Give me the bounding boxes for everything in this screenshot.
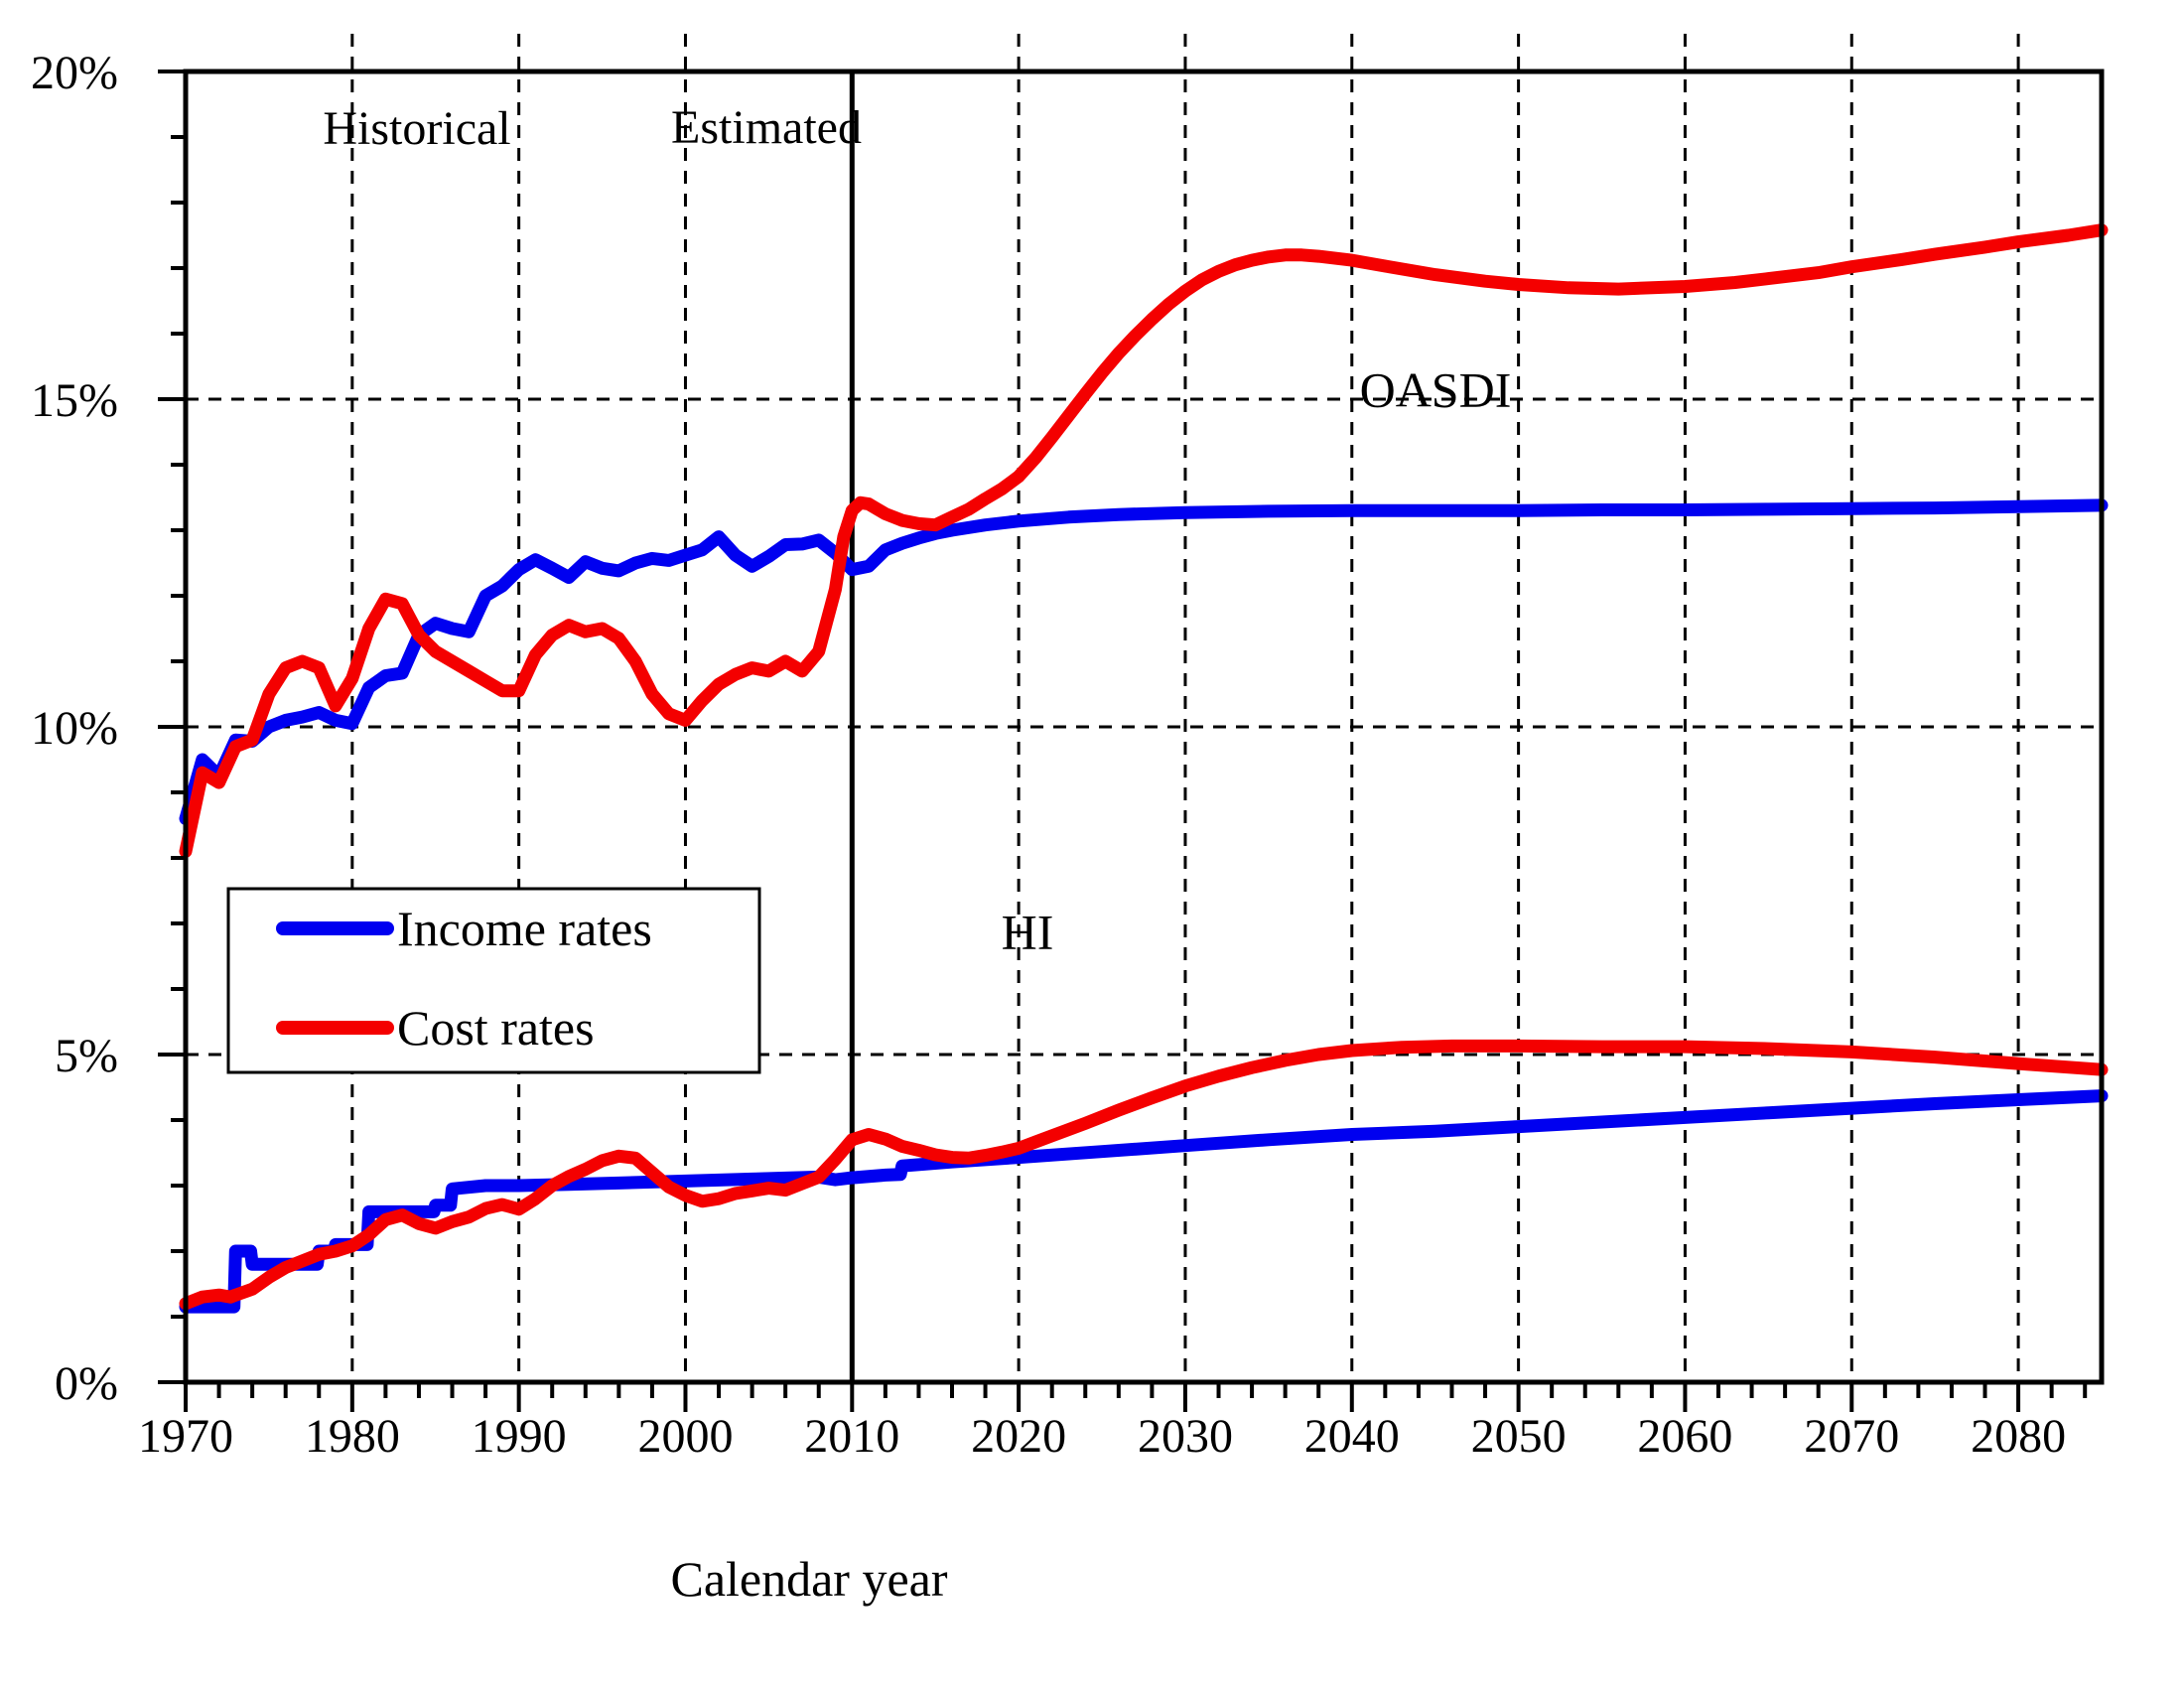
x-axis-label-2060: 2060 [1637, 1410, 1732, 1463]
series-line-oasdi-cost-rate [179, 223, 2109, 858]
x-axis-label-2020: 2020 [971, 1410, 1066, 1463]
x-axis-label-1980: 1980 [305, 1410, 400, 1463]
annotation-historical: Historical [323, 102, 510, 155]
y-axis-label-5pct: 5% [55, 1030, 118, 1082]
annotation-hi: HI [1002, 905, 1054, 960]
series-line-hi-cost-rate [179, 1039, 2109, 1311]
y-axis-label-10pct: 10% [31, 702, 118, 755]
x-axis-label-1970: 1970 [138, 1410, 233, 1463]
x-axis-label-2000: 2000 [637, 1410, 733, 1463]
y-axis-label-15pct: 15% [31, 374, 118, 427]
x-axis-label-2070: 2070 [1804, 1410, 1899, 1463]
x-axis-label-2010: 2010 [804, 1410, 899, 1463]
legend-label-cost-rates: Cost rates [397, 1000, 595, 1056]
legend-label-income-rates: Income rates [397, 901, 652, 956]
annotation-oasdi: OASDI [1360, 362, 1512, 418]
x-axis-label-1990: 1990 [472, 1410, 567, 1463]
annotation-estimated: Estimated [671, 101, 862, 154]
series-line-hi-income-rate [179, 1089, 2109, 1314]
y-axis-label-0pct: 0% [55, 1357, 118, 1410]
x-axis-label-2080: 2080 [1971, 1410, 2066, 1463]
series-line-oasdi-income-rate [179, 498, 2109, 825]
x-axis-title: Calendar year [670, 1551, 947, 1607]
x-axis-label-2050: 2050 [1471, 1410, 1567, 1463]
x-axis-label-2030: 2030 [1138, 1410, 1233, 1463]
y-axis-label-20pct: 20% [31, 47, 118, 99]
x-axis-label-2040: 2040 [1304, 1410, 1400, 1463]
legend-box [226, 887, 761, 1074]
